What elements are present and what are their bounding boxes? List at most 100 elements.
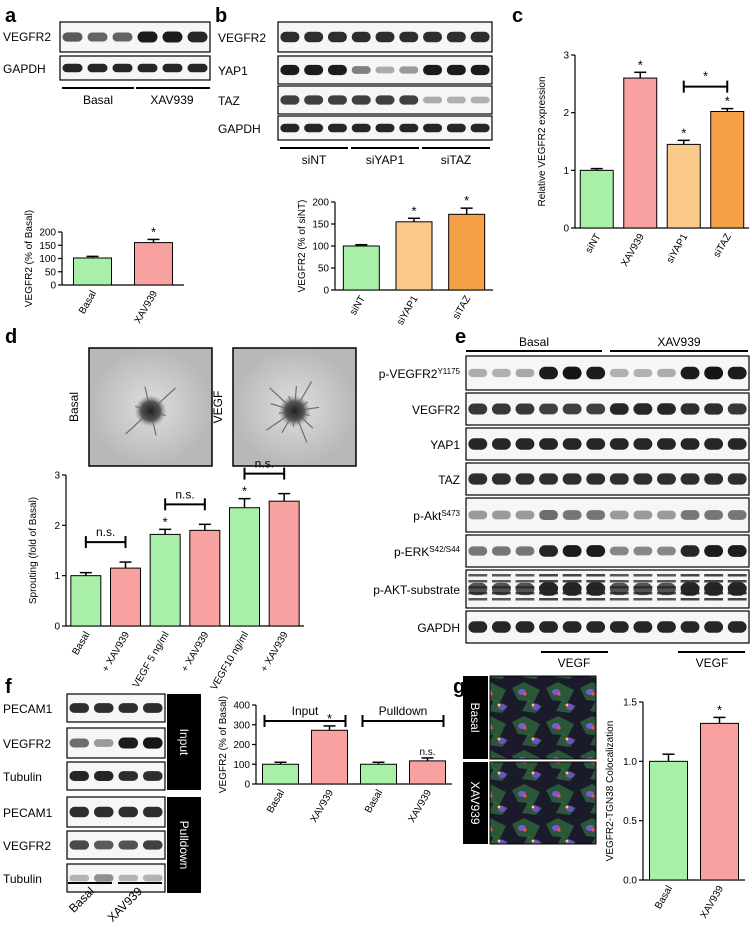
blot-label-f-vegfr2-1: VEGFR2 <box>3 737 51 751</box>
blot-f-vegfr2-4 <box>66 830 166 860</box>
images-layer: BasalVEGFVEGFR2TGN38DAPIBasalXAV939 <box>67 347 597 845</box>
y-tick-label-f: 0 <box>244 780 250 791</box>
y-tick-label-b: 0 <box>323 286 329 297</box>
bar-f-3 <box>409 760 446 785</box>
blot-label-f-pecam1-3: PECAM1 <box>3 806 53 820</box>
group-label-b-siyap1: siYAP1 <box>366 153 405 167</box>
treatment-label-e-1: VEGF <box>558 656 591 670</box>
blot-label-b-yap1: YAP1 <box>218 64 248 78</box>
bracket-label-d-0: n.s. <box>96 525 115 539</box>
image-label-d-basal: Basal <box>67 392 81 422</box>
bar-a-0 <box>73 257 112 286</box>
category-label-f-2: Basal <box>363 788 385 815</box>
y-tick-label-c: 0 <box>563 224 569 235</box>
y-tick-label-f: 100 <box>233 760 250 771</box>
blot-label-f-vegfr2-4: VEGFR2 <box>3 839 51 853</box>
bracket-d-1: n.s. <box>164 487 206 511</box>
blot-label-e-p-erk: p-ERKS42/S44 <box>394 545 461 560</box>
y-tick-label-c: 3 <box>563 51 569 62</box>
category-label-f-3: XAV939 <box>407 788 435 825</box>
significance-f-3: n.s. <box>419 747 435 758</box>
blot-label-e-p-akt-substrate: p-AKT-substrate <box>373 583 460 597</box>
category-label-a-0: Basal <box>77 289 99 316</box>
bracket-label-d-2: n.s. <box>255 457 274 471</box>
category-label-f-1: XAV939 <box>309 788 337 825</box>
category-label-g-0: Basal <box>653 884 675 911</box>
panel-label-c: c <box>512 5 523 27</box>
if-image-xav939 <box>489 761 597 845</box>
blot-e-p-vegfr2 <box>465 355 750 391</box>
category-label-b-1: siYAP1 <box>395 294 421 328</box>
blot-b-vegfr2 <box>277 21 493 53</box>
category-label-d-0: Basal <box>70 630 92 657</box>
category-label-g-1: XAV939 <box>699 884 727 921</box>
if-label-basal: Basal <box>463 676 488 759</box>
blot-f-pecam1-3 <box>66 796 166 828</box>
if-label-xav939: XAV939 <box>463 762 488 844</box>
blot-label-e-taz: TAZ <box>438 473 460 487</box>
category-label-d-5: + XAV939 <box>259 630 291 674</box>
blot-a-gapdh <box>59 55 211 81</box>
group-label-a-xav939: XAV939 <box>150 93 193 107</box>
bar-c-3 <box>710 111 745 229</box>
blot-e-gapdh <box>465 610 750 644</box>
bar-f-2 <box>360 763 397 785</box>
category-label-b-0: siNT <box>348 294 368 317</box>
spheroid-image-basal <box>88 347 213 467</box>
panel-label-e: e <box>455 326 466 348</box>
bar-a-1 <box>134 242 173 286</box>
blot-label-e-vegfr2: VEGFR2 <box>412 403 460 417</box>
y-tick-label-b: 50 <box>318 264 330 275</box>
panel-label-f: f <box>5 676 12 698</box>
blot-label-e-p-erk-superscript: S42/S44 <box>429 545 460 554</box>
panel-label-g: g <box>453 676 465 698</box>
group-label-e-basal: Basal <box>519 335 549 349</box>
y-tick-label-c: 1 <box>563 166 569 177</box>
y-tick-label-f: 200 <box>233 740 250 751</box>
y-axis-label-c: Relative VEGFR2 expression <box>537 76 548 206</box>
category-label-d-3: + XAV939 <box>180 630 212 674</box>
y-tick-label-b: 100 <box>312 242 329 253</box>
blot-label-e-gapdh: GAPDH <box>417 621 460 635</box>
bar-d-2 <box>149 533 181 627</box>
y-axis-label-d: Sprouting (fold of Basal) <box>28 497 39 604</box>
svg-text:XAV939: XAV939 <box>468 781 482 824</box>
if-image-basal <box>489 675 597 760</box>
blot-label-b-taz: TAZ <box>218 94 240 108</box>
y-tick-label-d: 3 <box>54 471 60 482</box>
significance-f-1: * <box>327 711 332 726</box>
svg-text:Basal: Basal <box>468 702 482 732</box>
y-tick-label-f: 400 <box>233 701 250 712</box>
image-label-d-vegf: VEGF <box>211 391 225 424</box>
category-label-a-1: XAV939 <box>133 289 161 326</box>
y-tick-label-g: 1.5 <box>623 698 637 709</box>
bracket-d-0: n.s. <box>84 525 127 549</box>
blot-e-p-akt-substrate <box>465 569 750 609</box>
category-label-d-4: VEGF10 ng/ml <box>209 630 251 692</box>
chart-b: 0 50 100 150 200 VEGFR2 (% of siNT) siNT siYAP1… <box>297 193 493 327</box>
blot-e-taz <box>465 462 750 496</box>
y-tick-label-b: 200 <box>312 198 329 209</box>
bar-d-4 <box>229 507 260 627</box>
y-axis-label-b: VEGFR2 (% of siNT) <box>297 200 308 293</box>
y-tick-label-g: 0.5 <box>623 816 637 827</box>
significance-d-4: * <box>242 484 247 499</box>
panel-label-b: b <box>215 5 227 27</box>
category-label-c-1: XAV939 <box>619 232 647 269</box>
blot-label-f-tubulin-2: Tubulin <box>3 770 42 784</box>
bracket-c-0: * <box>682 69 729 93</box>
blot-e-p-erk <box>465 534 750 568</box>
blot-b-gapdh <box>277 115 493 141</box>
blot-a-vegfr2 <box>59 21 211 53</box>
bracket-d-2: n.s. <box>243 457 286 480</box>
significance-b-2: * <box>464 193 469 208</box>
significance-c-2: * <box>681 125 686 140</box>
group-label-e-xav939: XAV939 <box>657 335 700 349</box>
bar-f-0 <box>262 763 299 785</box>
blot-label-b-vegfr2: VEGFR2 <box>218 31 266 45</box>
bar-c-0 <box>579 169 614 229</box>
spheroid-image-vegf <box>232 347 357 467</box>
bar-b-1 <box>395 221 433 291</box>
y-tick-label-a: 50 <box>45 267 57 278</box>
chart-c: 0 1 2 3 Relative VEGFR2 expression siNT XAV939… <box>537 51 749 269</box>
